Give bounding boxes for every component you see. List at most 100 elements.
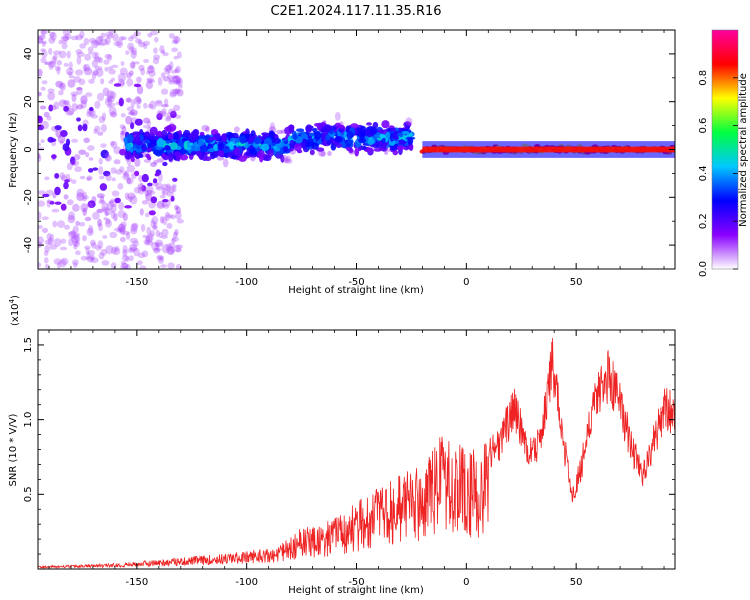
spectrogram-cell: [205, 126, 210, 133]
spectrogram-cell: [107, 201, 114, 211]
spectrogram-cell: [238, 155, 247, 162]
spectrogram-cell: [175, 114, 182, 119]
spectrogram-cell: [73, 154, 81, 161]
spectrogram-cell: [151, 241, 159, 251]
spectrogram-cell: [167, 186, 175, 194]
spectrogram-cell: [288, 124, 295, 133]
spectrogram-cell: [56, 261, 61, 269]
spectrogram-cell: [66, 50, 71, 59]
spectrogram-cell: [121, 125, 127, 135]
spectrogram-cell: [59, 140, 64, 145]
colorbar-tick-label: 0.8: [698, 70, 709, 86]
spectrogram-cell: [70, 91, 78, 97]
spectrogram-cell: [137, 186, 145, 195]
spectrogram-cell: [123, 171, 128, 176]
spectrogram-cell: [106, 95, 113, 102]
spectrogram-cell: [165, 140, 171, 144]
spectrogram-cell: [122, 245, 128, 254]
spectrogram-cell: [327, 151, 332, 156]
spectrogram-cell: [164, 64, 172, 72]
y-tick-label: -40: [23, 237, 34, 253]
spectrogram-cell: [110, 204, 117, 213]
spectrogram-cell: [373, 148, 382, 152]
spectrogram-cell: [111, 64, 119, 69]
spectrogram-cell: [130, 34, 138, 39]
spectrogram-cell: [66, 178, 73, 182]
spectrogram-cell: [408, 143, 414, 151]
spectrogram-cell: [149, 135, 158, 140]
spectrogram-cell: [92, 167, 99, 171]
spectrogram-cell: [146, 189, 153, 195]
spectrogram-cell: [346, 146, 353, 152]
spectrogram-cell: [159, 195, 166, 199]
spectrogram-cell: [234, 147, 240, 156]
spectrogram-cell: [107, 99, 113, 104]
spectrogram-cell: [75, 69, 84, 76]
spectrogram-cell: [78, 78, 86, 86]
spectrogram-cell: [102, 235, 108, 239]
spectrogram-cell: [136, 76, 142, 83]
spectrogram-cell: [72, 238, 79, 246]
spectrogram-cell: [99, 175, 105, 180]
spectrogram-cell: [174, 88, 180, 94]
spectrogram-cell: [159, 216, 165, 224]
spectrogram-cell: [162, 199, 169, 203]
spectrogram-cell: [101, 202, 109, 211]
spectrogram-cell: [190, 130, 199, 140]
spectrogram-cell: [65, 110, 74, 116]
spectrogram-cell: [41, 227, 49, 233]
spectrogram-cell: [154, 173, 160, 177]
spectrogram-cell: [174, 244, 182, 253]
spectrogram-cell: [67, 199, 74, 206]
spectrogram-cell: [156, 200, 165, 209]
spectrogram-cell: [86, 175, 93, 181]
spectrogram-cell: [272, 138, 281, 145]
spectrogram-cell: [84, 245, 91, 250]
spectrogram-cell: [67, 108, 75, 116]
spectrogram-cell: [113, 83, 122, 87]
spectrogram-cell: [134, 170, 140, 177]
spectrogram-cell: [190, 151, 198, 155]
spectrogram-cell: [74, 234, 81, 244]
spectrogram-cell: [75, 250, 81, 256]
spectrogram-cell: [131, 222, 139, 229]
spectrogram-cell: [44, 264, 50, 269]
spectrogram-cell: [397, 145, 405, 151]
spectrogram-cell: [261, 143, 270, 151]
spectrogram-cell: [41, 120, 49, 130]
spectrogram-cell: [38, 91, 42, 97]
spectrogram-cell: [208, 137, 217, 141]
spectrogram-cell: [107, 95, 115, 103]
spectrogram-cell: [74, 166, 82, 173]
spectrogram-cell: [146, 70, 151, 75]
spectrogram-cell: [148, 64, 154, 71]
spectrogram-cell: [61, 42, 68, 50]
spectrogram-cell: [163, 98, 169, 107]
spectrogram-cell: [168, 33, 175, 39]
spectrogram-cell: [124, 205, 132, 209]
spectrogram-cell: [119, 124, 126, 130]
spectrogram-cell: [71, 235, 80, 244]
spectrogram-cell: [51, 154, 56, 161]
spectrogram-cell: [86, 111, 93, 118]
spectrogram-cell: [103, 59, 110, 65]
spectrogram-cell: [125, 143, 132, 150]
spectrogram-cell: [173, 80, 182, 85]
spectrogram-cell: [156, 138, 165, 148]
snr-ylabel: SNR (10 * V/V): [8, 413, 19, 486]
spectrogram-cell: [110, 210, 116, 219]
spectrogram-cell: [100, 143, 107, 148]
spectrogram-cell: [138, 42, 146, 48]
spectrogram-cell: [159, 256, 164, 261]
spectrogram-cell: [60, 35, 69, 41]
spectrogram-cell: [63, 181, 69, 190]
spectrogram-cell: [126, 231, 131, 240]
spectrogram-cell: [399, 140, 407, 145]
spectrogram-cell: [88, 78, 95, 84]
spectrogram-xlabel: Height of straight line (km): [288, 285, 424, 296]
spectrogram-cell: [94, 100, 101, 109]
spectrogram-cell: [87, 200, 96, 208]
spectrogram-cell: [110, 167, 117, 174]
spectrogram-cell: [98, 35, 104, 42]
spectrogram-cell: [124, 150, 132, 160]
